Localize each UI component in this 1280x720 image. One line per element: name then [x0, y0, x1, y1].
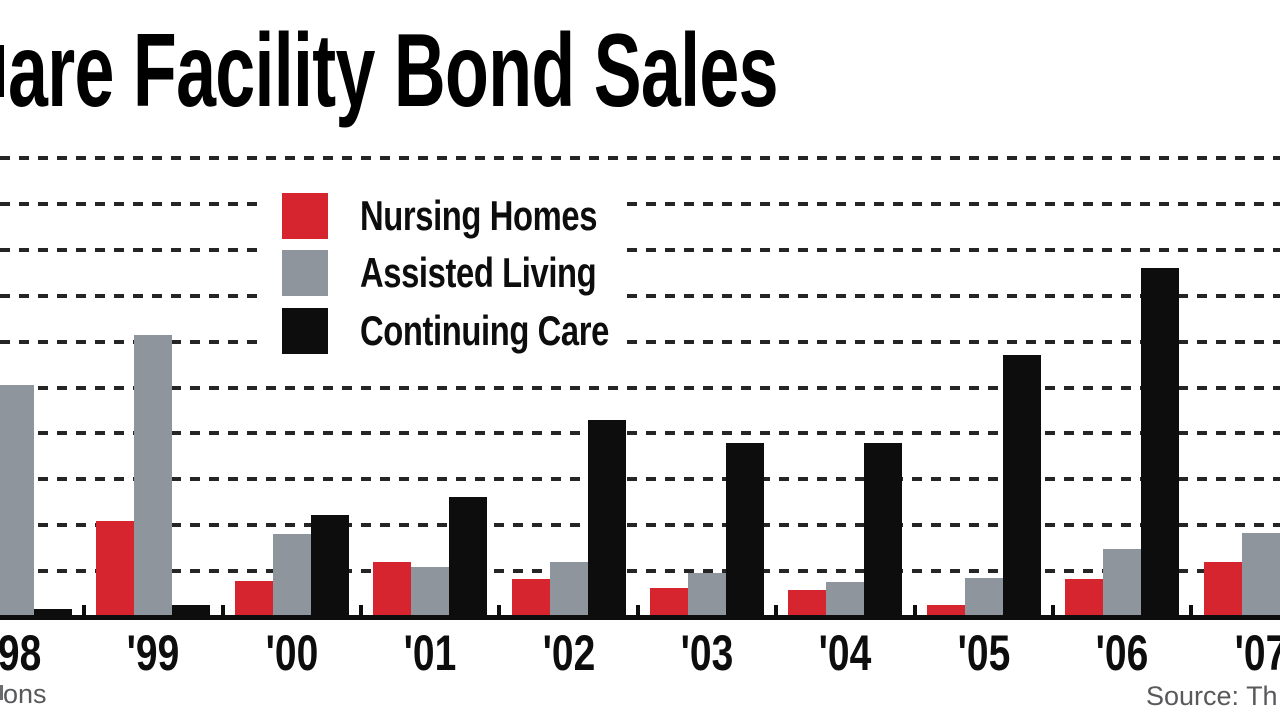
- gridline: [0, 202, 1280, 206]
- bar-nursing-homes-06: [1065, 579, 1103, 617]
- year-label-98: '98: [0, 625, 42, 681]
- axis-tick: [636, 605, 640, 617]
- axis-tick: [1189, 605, 1193, 617]
- bar-assisted-living-05: [965, 578, 1003, 617]
- source-note: Source: Th: [1146, 681, 1278, 711]
- continuing-care-swatch-icon: [282, 308, 328, 354]
- bar-assisted-living-99: [134, 335, 172, 617]
- bar-assisted-living-07: [1242, 533, 1280, 617]
- year-label-01: '01: [403, 625, 457, 681]
- bar-nursing-homes-04: [788, 590, 826, 617]
- legend-item-continuing-care: Continuing Care: [282, 307, 679, 354]
- gridline: [0, 477, 1280, 481]
- bar-nursing-homes-00: [235, 581, 273, 617]
- bar-assisted-living-00: [273, 534, 311, 617]
- cropped-units-fragment: [0, 685, 3, 700]
- assisted-living-swatch-icon: [282, 250, 328, 296]
- bar-assisted-living-04: [826, 582, 864, 617]
- axis-tick: [497, 605, 501, 617]
- bar-continuing-care-04: [864, 443, 902, 617]
- legend: Nursing Homes Assisted Living Continuing C…: [265, 179, 623, 369]
- bar-continuing-care-02: [588, 420, 626, 617]
- gridline: [0, 156, 1280, 160]
- bar-nursing-homes-07: [1204, 562, 1242, 617]
- bar-continuing-care-99: [172, 605, 210, 617]
- axis-tick: [82, 605, 86, 617]
- legend-label: Assisted Living: [360, 249, 597, 296]
- legend-item-assisted-living: Assisted Living: [282, 249, 663, 296]
- bar-nursing-homes-03: [650, 588, 688, 617]
- bar-assisted-living-03: [688, 573, 726, 617]
- axis-tick: [774, 605, 778, 617]
- gridline: [0, 386, 1280, 390]
- bar-continuing-care-06: [1141, 268, 1179, 617]
- axis-tick: [1051, 605, 1055, 617]
- gridline: [0, 569, 1280, 573]
- bar-continuing-care-01: [449, 497, 487, 617]
- gridline: [0, 294, 1280, 298]
- axis-tick: [359, 605, 363, 617]
- x-axis-line: [0, 615, 1280, 620]
- gridline: [0, 523, 1280, 527]
- cropped-title-letter-fragment: [0, 45, 4, 97]
- gridline: [0, 431, 1280, 435]
- bar-nursing-homes-05: [927, 605, 965, 617]
- chart-title: are Facility Bond Sales: [8, 13, 779, 129]
- bar-continuing-care-98: [34, 609, 72, 617]
- year-label-07: '07: [1234, 625, 1280, 681]
- units-note: ons: [3, 679, 47, 709]
- bar-assisted-living-02: [550, 562, 588, 617]
- year-label-00: '00: [265, 625, 319, 681]
- nursing-homes-swatch-icon: [282, 193, 328, 239]
- year-label-04: '04: [818, 625, 872, 681]
- year-label-03: '03: [680, 625, 734, 681]
- bar-nursing-homes-02: [512, 579, 550, 617]
- bar-assisted-living-98: [0, 385, 34, 617]
- bar-assisted-living-06: [1103, 549, 1141, 617]
- axis-tick: [221, 605, 225, 617]
- gridline: [0, 340, 1280, 344]
- axis-tick: [913, 605, 917, 617]
- year-label-05: '05: [957, 625, 1011, 681]
- legend-label: Nursing Homes: [360, 192, 598, 239]
- year-label-99: '99: [126, 625, 180, 681]
- bar-nursing-homes-01: [373, 562, 411, 617]
- year-label-02: '02: [542, 625, 596, 681]
- bar-nursing-homes-99: [96, 521, 134, 617]
- bar-continuing-care-00: [311, 515, 349, 617]
- legend-item-nursing-homes: Nursing Homes: [282, 192, 664, 239]
- legend-label: Continuing Care: [360, 307, 609, 354]
- bar-continuing-care-03: [726, 443, 764, 617]
- bar-assisted-living-01: [411, 567, 449, 617]
- year-label-06: '06: [1095, 625, 1149, 681]
- gridline: [0, 248, 1280, 252]
- bar-continuing-care-05: [1003, 355, 1041, 617]
